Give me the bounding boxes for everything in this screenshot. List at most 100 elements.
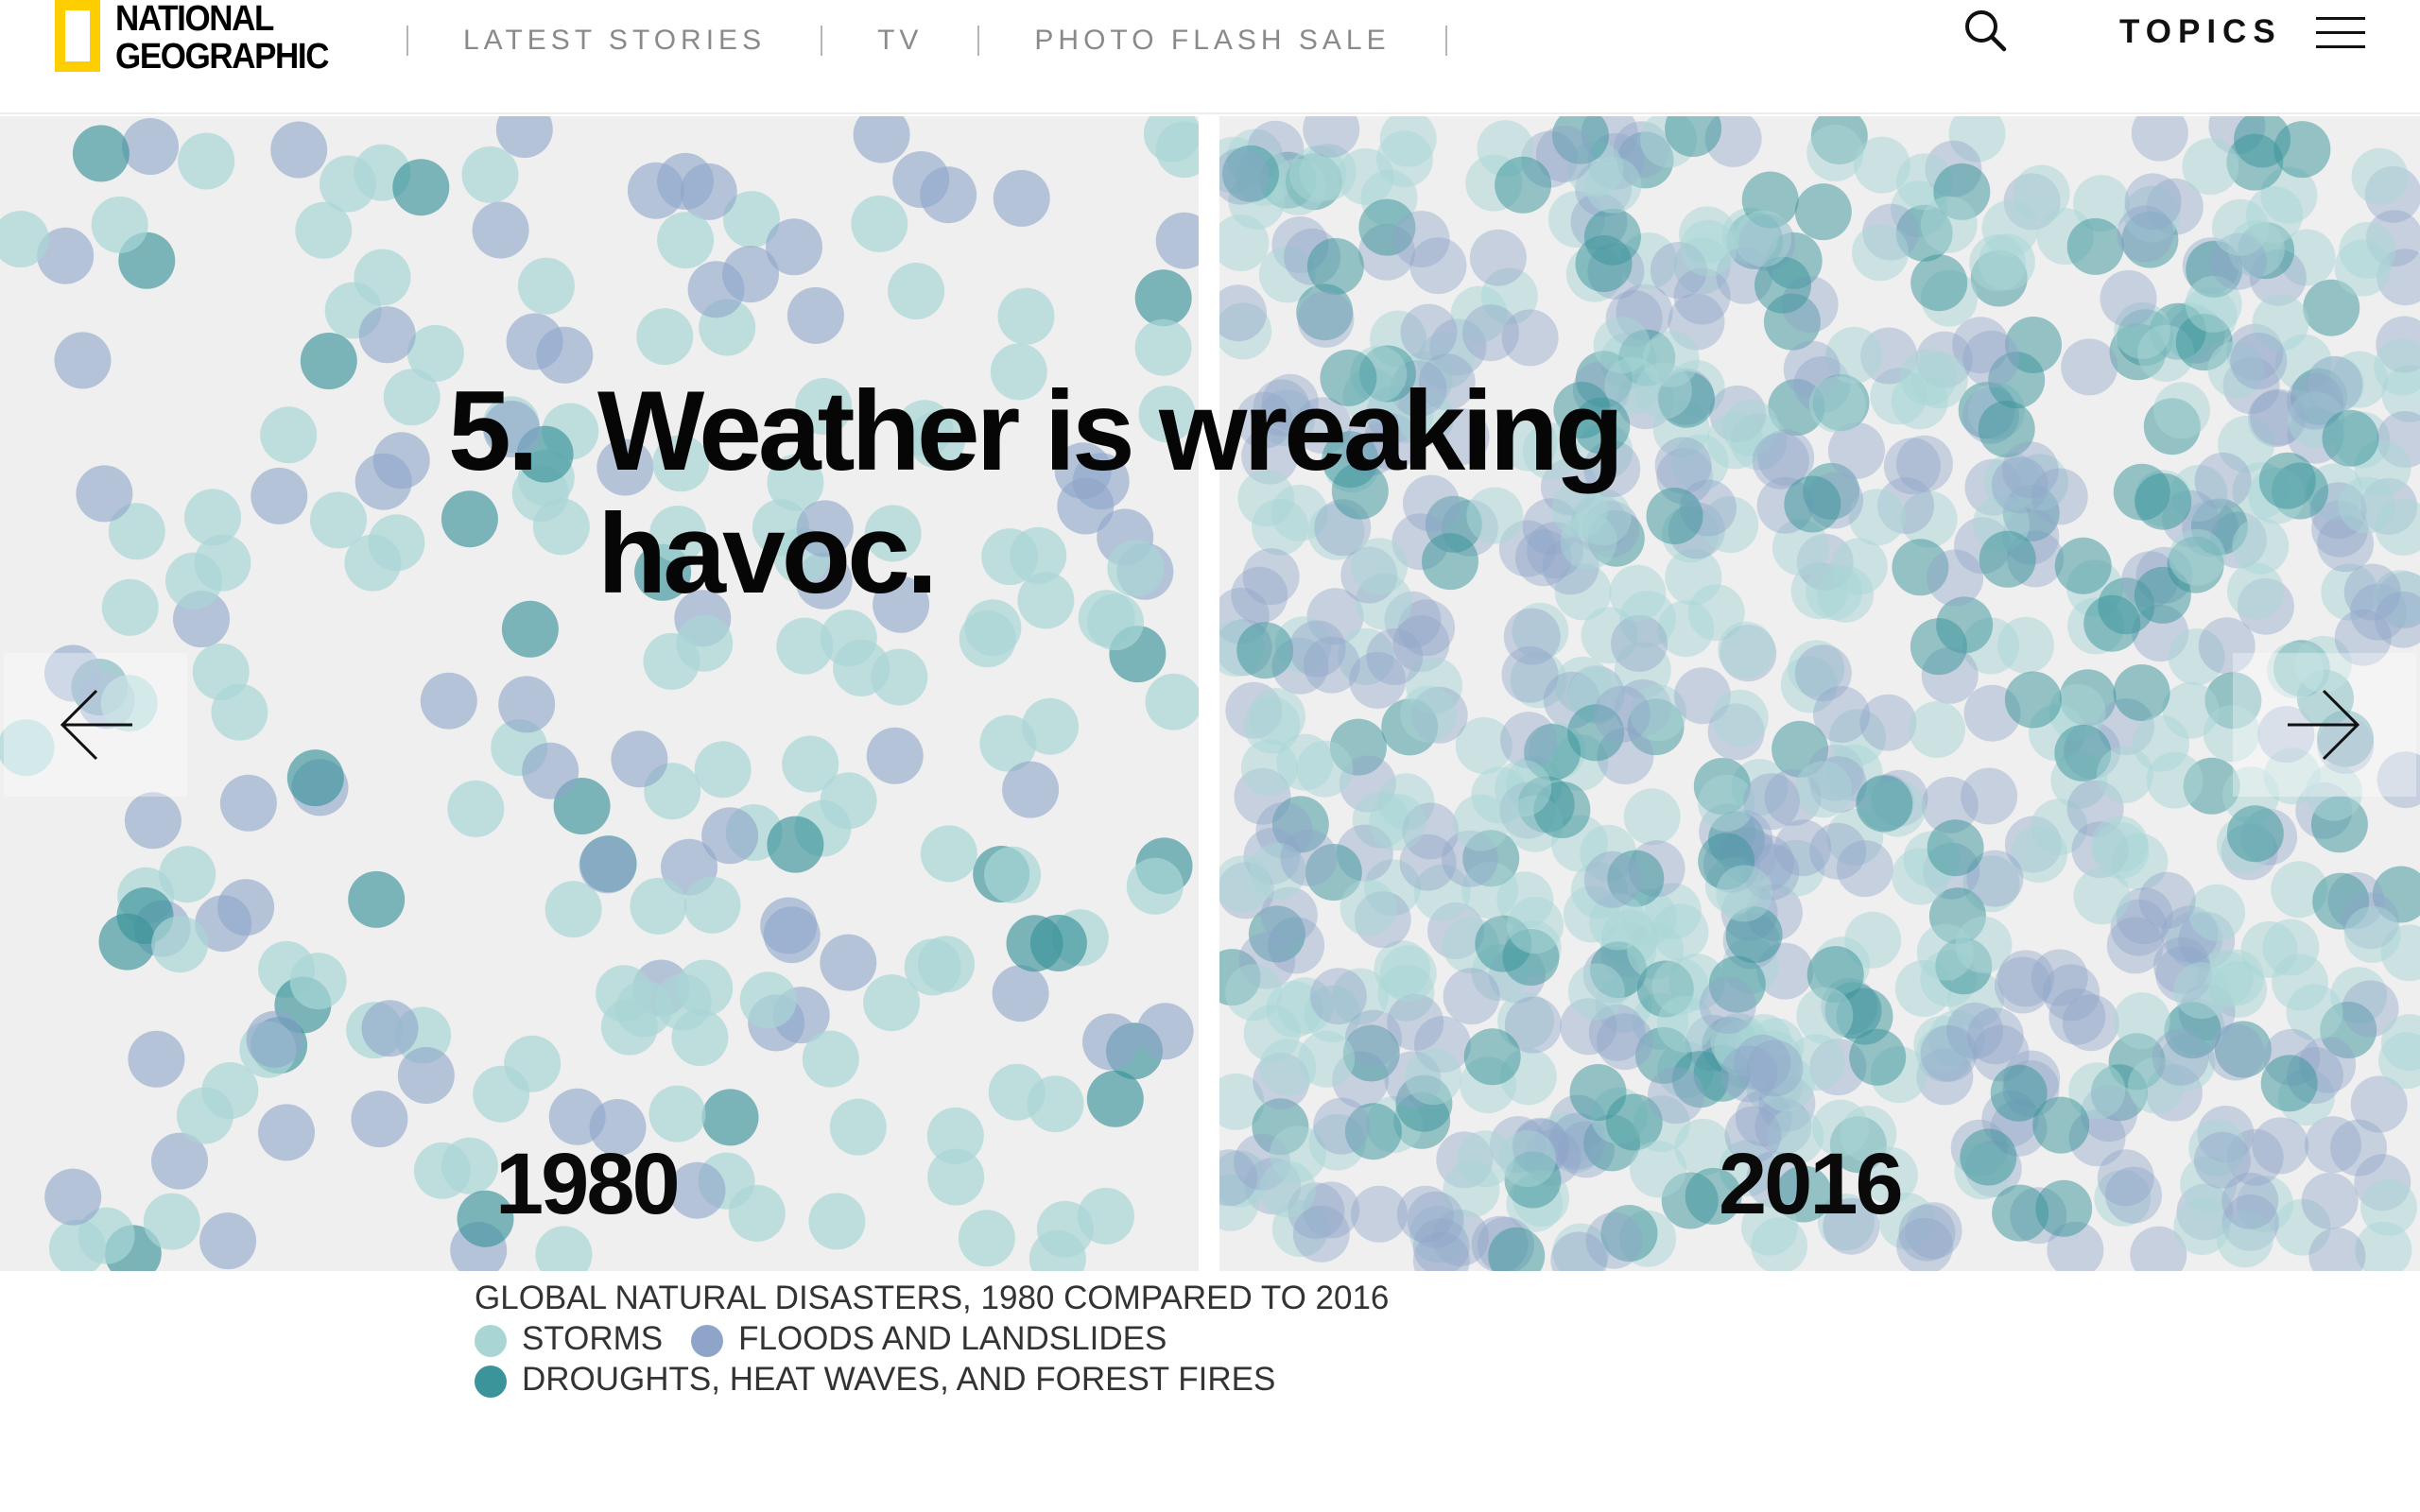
dot-1980-storm-dot <box>535 1226 593 1271</box>
dot-1980-storm-dot <box>184 489 241 546</box>
dot-2016-flood-dot <box>1219 1149 1258 1207</box>
dot-2016-storm-dot <box>1259 1160 1317 1218</box>
dot-2016-storm-dot <box>1405 1048 1462 1106</box>
nav-divider <box>1444 26 1447 56</box>
dot-1980-storm-dot <box>176 1087 233 1144</box>
dot-1980-storm-dot <box>927 1148 985 1206</box>
dot-2016-flood-dot <box>2194 452 2252 509</box>
dot-2016-flood-dot <box>1500 712 1557 769</box>
dot-1980-flood-dot <box>596 438 654 496</box>
dot-1980-drought-dot <box>72 125 130 182</box>
dot-2016-flood-dot <box>2131 116 2188 162</box>
dot-2016-drought-dot <box>1306 237 1364 295</box>
search-button[interactable] <box>1961 6 2014 59</box>
dot-1980-flood-dot <box>44 644 101 702</box>
dot-2016-flood-dot <box>1341 419 1399 476</box>
dot-2016-flood-dot <box>2138 871 2196 929</box>
dot-1980-flood-dot <box>483 401 541 457</box>
nav-divider <box>821 26 823 56</box>
dot-1980-storm-dot <box>1134 318 1192 376</box>
nav-latest-stories[interactable]: LATEST STORIES <box>463 25 767 56</box>
previous-slide-button[interactable] <box>4 653 187 797</box>
dot-2016-drought-dot <box>2258 452 2316 509</box>
dot-1980-storm-dot <box>310 491 367 549</box>
dot-1980-flood-dot <box>687 261 745 318</box>
dot-2016-storm-dot <box>1795 761 1852 818</box>
nav-tv[interactable]: TV <box>877 25 924 56</box>
dot-2016-flood-dot <box>2043 964 2100 1022</box>
dot-2016-storm-dot <box>2123 185 2181 243</box>
dot-2016-flood-dot <box>2342 980 2399 1038</box>
dot-2016-storm-dot <box>2091 816 2149 873</box>
dot-2016-storm-dot <box>2012 454 2068 511</box>
dot-2016-drought-dot <box>2303 279 2360 336</box>
dot-2016-flood-dot <box>2117 205 2174 263</box>
dot-1980-storm-dot <box>959 610 1016 668</box>
dot-1980-flood-dot <box>246 1010 303 1068</box>
menu-button[interactable] <box>2312 11 2369 55</box>
dot-2016-flood-dot <box>2221 1172 2279 1229</box>
dot-1980-storm-dot <box>990 343 1047 401</box>
dot-2016-flood-dot <box>2130 1226 2187 1271</box>
dot-1980-storm-dot <box>473 1065 530 1123</box>
dot-1980-flood-dot <box>397 1047 455 1104</box>
dot-2016-flood-dot <box>2100 269 2157 327</box>
dot-2016-storm-dot <box>1552 1223 1610 1271</box>
dot-2016-flood-dot <box>1501 309 1559 367</box>
dot-1980-flood-dot <box>124 792 182 850</box>
logo-line-2: GEOGRAPHIC <box>115 37 330 77</box>
topics-button[interactable]: TOPICS <box>2119 13 2282 50</box>
legend-storms: STORMS <box>475 1318 663 1359</box>
dot-2016-flood-dot <box>2317 716 2375 774</box>
dot-2016-flood-dot <box>1549 1112 1606 1170</box>
dot-2016-storm-dot <box>1219 1073 1265 1130</box>
dot-1980-storm-dot <box>1017 572 1075 629</box>
dot-2016-storm-dot <box>2185 275 2242 333</box>
dot-2016-flood-dot <box>1288 620 1346 678</box>
dot-2016-flood-dot <box>1242 548 1300 606</box>
dot-2016-flood-dot <box>1303 116 1360 158</box>
dot-1980-storm-dot <box>795 378 853 435</box>
dot-2016-flood-dot <box>1303 636 1360 694</box>
dot-2016-storm-dot <box>1768 839 1825 897</box>
dot-2016-storm-dot <box>2188 1119 2246 1177</box>
nav-photo-flash-sale[interactable]: PHOTO FLASH SALE <box>1034 25 1391 56</box>
dot-2016-drought-dot <box>2226 805 2284 863</box>
dot-2016-storm-dot <box>1589 893 1647 951</box>
dot-1980-drought-dot <box>767 816 824 873</box>
dot-1980-storm-dot <box>101 578 159 636</box>
dot-2016-drought-dot <box>1271 796 1329 853</box>
dot-1980-flood-dot <box>548 1088 606 1145</box>
dot-2016-flood-dot <box>1699 976 1756 1034</box>
dot-2016-flood-dot <box>1462 304 1519 362</box>
logo-line-1: NATIONAL <box>115 0 274 39</box>
dot-1980-drought-dot <box>286 749 344 807</box>
legend-title: GLOBAL NATURAL DISASTERS, 1980 COMPARED … <box>475 1280 1390 1316</box>
dot-1980-flood-dot <box>760 897 818 954</box>
dot-2016-flood-dot <box>1550 1231 1608 1271</box>
dot-1980-storm-dot <box>984 846 1042 903</box>
dot-2016-flood-dot <box>2001 441 2059 499</box>
dot-2016-storm-dot <box>1512 602 1569 660</box>
dot-2016-storm-dot <box>1495 760 1552 816</box>
dot-2016-drought-dot <box>1331 462 1389 520</box>
dot-2016-storm-dot <box>1466 487 1524 544</box>
dot-2016-storm-dot <box>1249 688 1305 746</box>
national-geographic-logo[interactable]: NATIONAL GEOGRAPHIC <box>55 0 347 87</box>
dot-2016-storm-dot <box>2232 517 2290 575</box>
legend-row-2: DROUGHTS, HEAT WAVES, AND FOREST FIRES <box>475 1359 1389 1400</box>
legend-floods: FLOODS AND LANDSLIDES <box>691 1318 1167 1359</box>
dot-2016-storm-dot <box>1369 794 1426 850</box>
year-label-1980: 1980 <box>495 1136 681 1232</box>
next-slide-button[interactable] <box>2233 653 2416 797</box>
dot-2016-storm-dot <box>2374 338 2420 396</box>
dot-1980-storm-dot <box>739 971 797 1029</box>
dot-2016-flood-dot <box>1231 566 1288 624</box>
yellow-border-logo-icon <box>55 0 100 72</box>
dot-1980-storm-dot <box>820 772 877 830</box>
dot-2016-flood-dot <box>1823 1197 1880 1255</box>
dot-1980-storm-dot <box>829 1098 887 1156</box>
dot-2016-storm-dot <box>2240 920 2298 978</box>
dot-2016-flood-dot <box>1994 956 2051 1014</box>
dot-1980-flood-dot <box>354 453 412 510</box>
